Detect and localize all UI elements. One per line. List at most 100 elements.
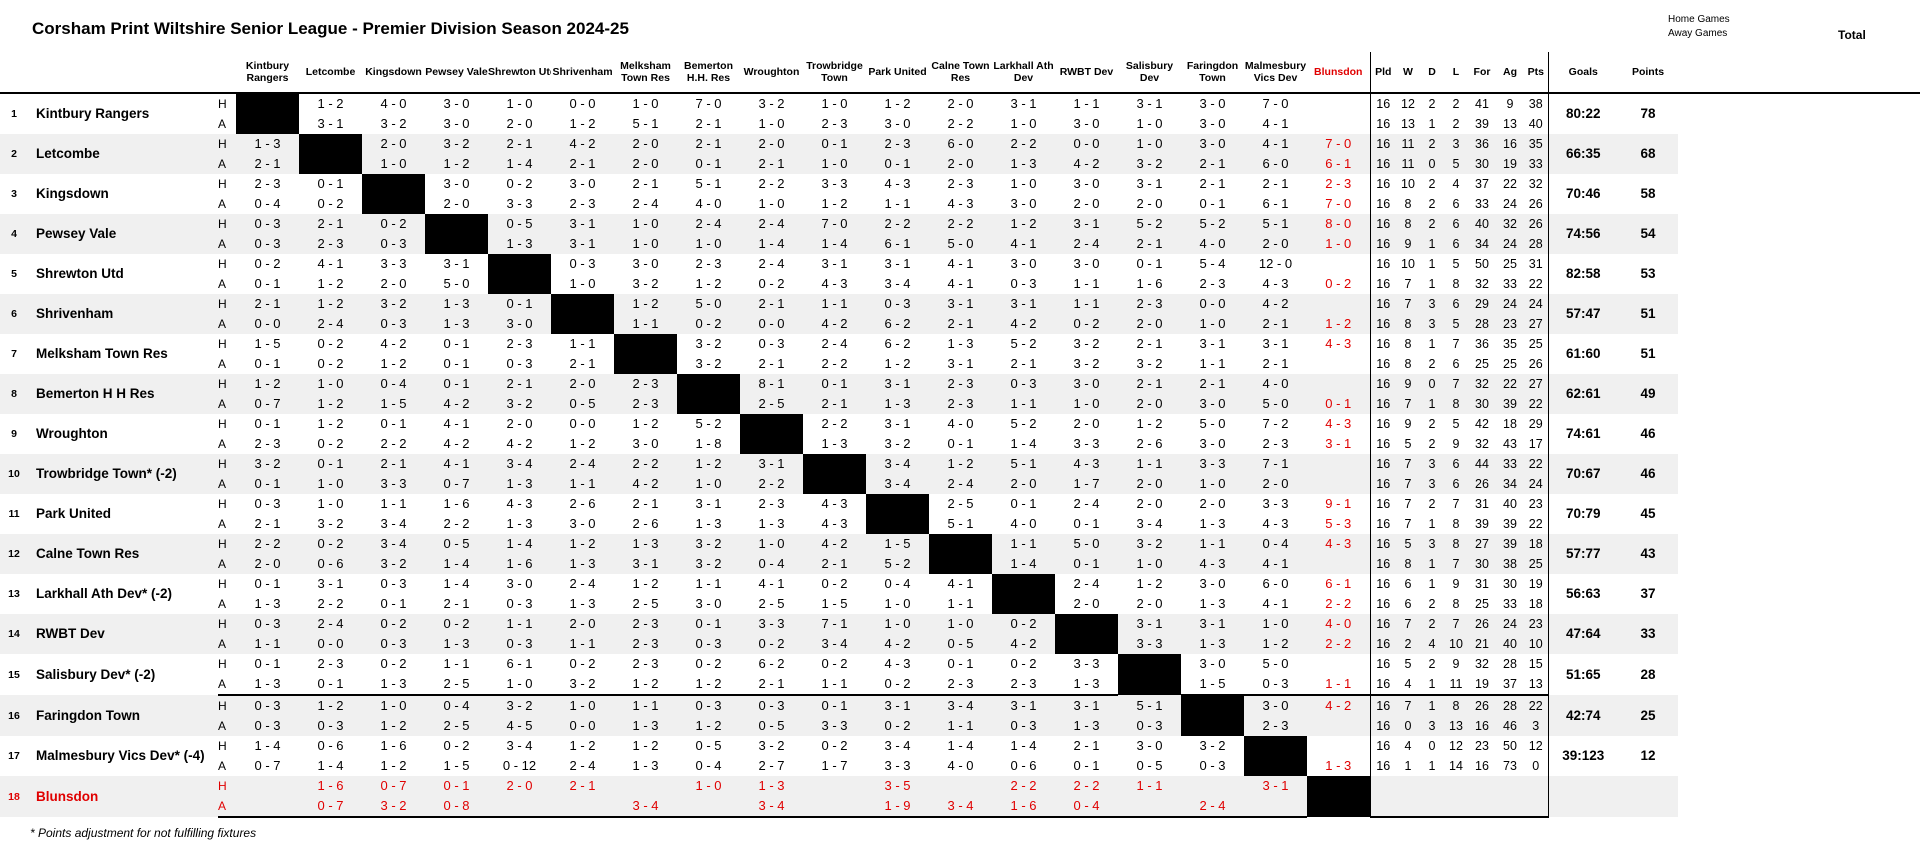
home-stat <box>1524 776 1549 796</box>
away-score: 1 - 3 <box>632 758 659 773</box>
away-stat: 8 <box>1396 314 1420 334</box>
away-stat: 2 <box>1428 357 1436 371</box>
away-score: 0 - 0 <box>551 716 614 736</box>
away-score: 2 - 3 <box>614 394 677 414</box>
home-score: 2 - 3 <box>254 176 281 191</box>
home-score: 0 - 2 <box>992 614 1055 634</box>
away-score: 2 - 2 <box>380 436 407 451</box>
home-stat: 18 <box>1524 534 1549 554</box>
home-stat: 16 <box>1370 294 1396 314</box>
team-name: Calne Town Res <box>28 534 218 574</box>
home-stat: 4 <box>1404 739 1412 753</box>
home-score: 2 - 1 <box>551 776 614 796</box>
home-score: 0 - 3 <box>380 576 407 591</box>
home-score <box>1307 736 1371 756</box>
away-score: 1 - 0 <box>803 154 866 174</box>
home-score: 5 - 2 <box>1010 416 1037 431</box>
home-score: 0 - 2 <box>443 738 470 753</box>
home-score: 1 - 4 <box>947 738 974 753</box>
position: 5 <box>11 268 17 280</box>
home-score: 1 - 1 <box>569 336 596 351</box>
home-score: 3 - 1 <box>443 256 470 271</box>
self-fixture <box>362 174 425 214</box>
home-score: 2 - 1 <box>1262 176 1289 191</box>
self-fixture <box>1055 614 1118 654</box>
away-score: 3 - 0 <box>1199 436 1226 451</box>
home-stat: 26 <box>1468 614 1496 634</box>
away-stat: 4 <box>1420 634 1444 654</box>
home-stat: 7 <box>1396 614 1420 634</box>
away-stat: 16 <box>1370 716 1396 736</box>
total-goals: 80:22 <box>1565 106 1601 121</box>
self-fixture <box>551 294 614 334</box>
column-header-line: Res <box>950 72 971 84</box>
home-stat: 35 <box>1524 134 1549 154</box>
away-score: 1 - 1 <box>1073 276 1100 291</box>
away-score: 2 - 4 <box>1055 234 1118 254</box>
away-score: 1 - 2 <box>677 674 740 696</box>
home-score: 2 - 4 <box>677 214 740 234</box>
away-stat: 2 <box>1396 634 1420 654</box>
home-score: 0 - 1 <box>425 776 488 796</box>
away-marker: A <box>218 357 227 371</box>
away-stat: 16 <box>1370 474 1396 494</box>
away-score: 1 - 7 <box>821 758 848 773</box>
away-score: 2 - 2 <box>740 474 803 494</box>
away-score: 6 - 1 <box>1262 196 1289 211</box>
home-score: 6 - 2 <box>758 656 785 671</box>
away-score: 0 - 7 <box>425 474 488 494</box>
away-score: 3 - 1 <box>1307 434 1371 454</box>
away-score: 2 - 0 <box>1073 196 1100 211</box>
away-score: 6 - 1 <box>1307 154 1371 174</box>
home-score: 0 - 2 <box>299 534 362 554</box>
away-marker: A <box>218 716 236 736</box>
away-score: 1 - 3 <box>695 516 722 531</box>
home-score: 4 - 1 <box>317 256 344 271</box>
away-score: 1 - 5 <box>362 394 425 414</box>
home-score: 2 - 1 <box>362 454 425 474</box>
away-stat: 24 <box>1496 234 1524 254</box>
away-row: A 0 - 1 1 - 2 2 - 0 5 - 0 1 - 0 3 - 2 1 - 2 0 - … <box>0 274 1920 294</box>
away-score: 1 - 2 <box>569 116 596 131</box>
away-score: 0 - 0 <box>236 314 299 334</box>
away-marker: A <box>218 437 227 451</box>
home-score: 2 - 3 <box>614 614 677 634</box>
away-stat: 7 <box>1396 474 1420 494</box>
position: 11 <box>8 508 20 520</box>
away-stat: 18 <box>1524 594 1549 614</box>
away-score: 2 - 0 <box>1073 596 1100 611</box>
away-stat: 13 <box>1444 716 1468 736</box>
away-stat: 6 <box>1404 597 1412 611</box>
home-stat: 5 <box>1452 417 1460 431</box>
home-score: 2 - 0 <box>362 134 425 154</box>
home-score: 7 - 0 <box>1262 96 1289 111</box>
home-score: 3 - 2 <box>362 294 425 314</box>
row-end <box>1678 574 1920 614</box>
home-score: 3 - 1 <box>1262 336 1289 351</box>
home-score: 3 - 0 <box>443 176 470 191</box>
away-stat: 25 <box>1475 597 1489 611</box>
home-stat: 27 <box>1524 374 1549 394</box>
away-score: 0 - 4 <box>695 758 722 773</box>
home-score: 3 - 2 <box>677 534 740 554</box>
away-score: 1 - 1 <box>884 196 911 211</box>
away-score: 1 - 2 <box>425 154 488 174</box>
away-stat: 19 <box>1468 674 1496 696</box>
home-score: 7 - 2 <box>1262 416 1289 431</box>
away-score: 2 - 0 <box>506 116 533 131</box>
home-score: 2 - 4 <box>821 336 848 351</box>
home-score: 4 - 3 <box>1307 534 1371 554</box>
home-stat: 16 <box>1376 337 1391 351</box>
away-stat: 30 <box>1468 154 1496 174</box>
away-stat: 16 <box>1370 314 1396 334</box>
away-score: 4 - 3 <box>821 276 848 291</box>
total-points: 51 <box>1618 294 1678 334</box>
away-stat: 13 <box>1503 117 1517 131</box>
home-score: 2 - 2 <box>821 416 848 431</box>
away-stat: 1 <box>1428 759 1436 773</box>
away-stat: 43 <box>1503 437 1517 451</box>
away-score: 0 - 1 <box>443 356 470 371</box>
home-score: 3 - 0 <box>1055 374 1118 394</box>
